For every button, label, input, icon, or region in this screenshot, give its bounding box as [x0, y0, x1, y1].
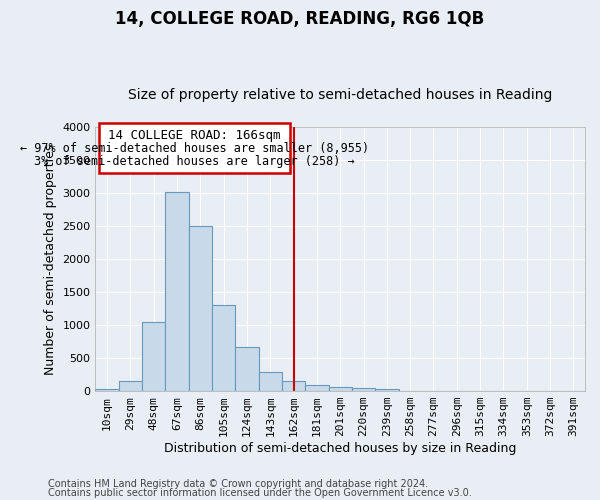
Text: 14, COLLEGE ROAD, READING, RG6 1QB: 14, COLLEGE ROAD, READING, RG6 1QB	[115, 10, 485, 28]
X-axis label: Distribution of semi-detached houses by size in Reading: Distribution of semi-detached houses by …	[164, 442, 517, 455]
Bar	[282, 381, 305, 391]
FancyBboxPatch shape	[99, 124, 290, 173]
Text: ← 97% of semi-detached houses are smaller (8,955): ← 97% of semi-detached houses are smalle…	[20, 142, 369, 155]
Text: 14 COLLEGE ROAD: 166sqm: 14 COLLEGE ROAD: 166sqm	[108, 129, 281, 142]
Bar	[352, 388, 375, 391]
Bar	[235, 348, 259, 391]
Text: Contains public sector information licensed under the Open Government Licence v3: Contains public sector information licen…	[48, 488, 472, 498]
Text: Contains HM Land Registry data © Crown copyright and database right 2024.: Contains HM Land Registry data © Crown c…	[48, 479, 428, 489]
Bar	[329, 388, 352, 391]
Bar	[305, 385, 329, 391]
Bar	[375, 389, 398, 391]
Bar	[212, 305, 235, 391]
Bar	[259, 372, 282, 391]
Bar	[142, 322, 166, 391]
Bar	[189, 226, 212, 391]
Y-axis label: Number of semi-detached properties: Number of semi-detached properties	[44, 143, 57, 374]
Title: Size of property relative to semi-detached houses in Reading: Size of property relative to semi-detach…	[128, 88, 553, 102]
Bar	[166, 192, 189, 391]
Text: 3% of semi-detached houses are larger (258) →: 3% of semi-detached houses are larger (2…	[34, 155, 355, 168]
Bar	[95, 389, 119, 391]
Bar	[119, 380, 142, 391]
